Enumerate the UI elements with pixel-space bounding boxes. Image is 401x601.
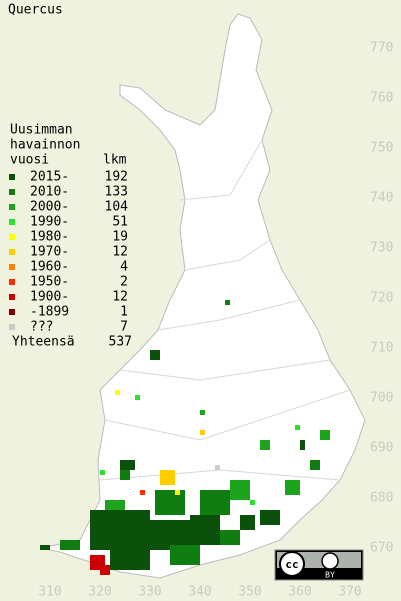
legend-count: 133 [105, 185, 128, 200]
y-axis-label: 750 [370, 141, 393, 156]
legend-swatch [9, 279, 15, 285]
y-axis-label: 760 [370, 91, 393, 106]
legend-swatch [9, 204, 15, 210]
legend-heading: vuosi [10, 153, 49, 168]
legend-swatch [9, 309, 15, 315]
legend-swatch [9, 264, 15, 270]
y-axis-label: 710 [370, 341, 393, 356]
license-badge: cc BY [274, 549, 364, 581]
legend-count: 7 [120, 320, 128, 335]
legend-label: 2000- [30, 200, 69, 215]
y-axis-label: 690 [370, 441, 393, 456]
x-axis-label: 310 [38, 585, 61, 600]
legend-label: ??? [30, 320, 53, 335]
legend-label: 1960- [30, 260, 69, 275]
y-axis-label: 670 [370, 541, 393, 556]
legend-label: -1899 [30, 305, 69, 320]
total-count: 537 [109, 335, 132, 350]
legend-label: 1990- [30, 215, 69, 230]
y-axis-label: 680 [370, 491, 393, 506]
legend-count: 104 [105, 200, 129, 215]
x-axis-label: 330 [138, 585, 161, 600]
legend-heading: havainnon [10, 138, 80, 153]
observation-squares [40, 300, 330, 575]
legend-count: 12 [112, 245, 128, 260]
legend-swatch [9, 189, 15, 195]
x-axis-label: 370 [338, 585, 361, 600]
x-axis-label: 360 [288, 585, 311, 600]
legend-label: 1970- [30, 245, 69, 260]
legend-swatch [9, 249, 15, 255]
legend-swatch [9, 324, 15, 330]
legend-swatch [9, 294, 15, 300]
region-borders [99, 139, 351, 481]
legend-count: 51 [112, 215, 128, 230]
legend-swatch [9, 234, 15, 240]
by-mark: BY [325, 571, 335, 580]
legend-label: 1900- [30, 290, 69, 305]
legend-label: 1980- [30, 230, 69, 245]
cc-mark: cc [285, 558, 298, 571]
legend-count: 4 [120, 260, 128, 275]
legend-label: 2010- [30, 185, 69, 200]
y-axis-label: 730 [370, 241, 393, 256]
legend-swatch [9, 174, 15, 180]
legend-label: 2015- [30, 170, 69, 185]
legend-swatch [9, 219, 15, 225]
legend-count: 192 [105, 170, 128, 185]
total-label: Yhteensä [12, 335, 75, 350]
legend-count: 1 [120, 305, 128, 320]
legend-heading: Uusimman [10, 123, 73, 138]
legend-count: 19 [112, 230, 128, 245]
x-axis-label: 350 [238, 585, 261, 600]
title: Quercus [8, 3, 63, 18]
legend-count: 12 [112, 290, 128, 305]
y-axis-label: 770 [370, 41, 393, 56]
y-axis-label: 720 [370, 291, 393, 306]
legend-count: 2 [120, 275, 128, 290]
y-axis-label: 700 [370, 391, 393, 406]
x-axis-label: 340 [188, 585, 211, 600]
legend-count-heading: lkm [103, 153, 127, 168]
axis-labels: 310 320 330 340 350 360 370 670 680 690 700 710 720 7… [38, 41, 393, 600]
legend-label: 1950- [30, 275, 69, 290]
y-axis-label: 740 [370, 191, 393, 206]
x-axis-label: 320 [88, 585, 111, 600]
